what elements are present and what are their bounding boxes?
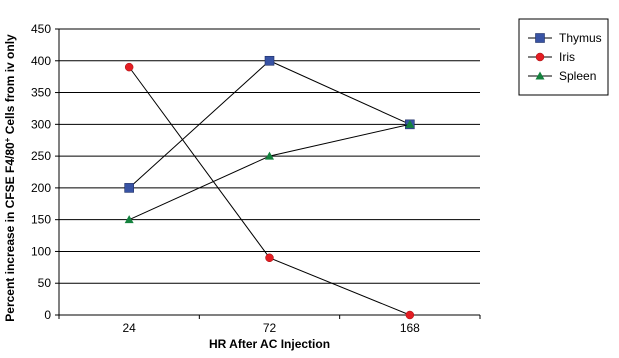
data-point-spleen xyxy=(405,119,415,128)
y-tick-label: 350 xyxy=(31,86,51,100)
legend: Thymus Iris Spleen xyxy=(518,18,609,96)
series-group xyxy=(124,55,415,320)
y-tick-label: 0 xyxy=(44,308,51,322)
y-tick-label: 200 xyxy=(31,181,51,195)
legend-marker-iris xyxy=(535,52,545,62)
data-point-iris xyxy=(405,310,415,320)
x-tick-label: 72 xyxy=(263,321,277,335)
y-tick-label: 150 xyxy=(31,213,51,227)
legend-marker-spleen xyxy=(535,71,545,80)
data-point-thymus xyxy=(124,183,134,193)
y-axis-label: Percent increase in CFSE F4/80+ Cells fr… xyxy=(3,34,18,322)
y-tick-label: 50 xyxy=(38,276,52,290)
legend-label-spleen: Spleen xyxy=(559,69,596,83)
y-axis-label-main: Percent increase in CFSE F4/80 xyxy=(3,142,17,322)
data-point-thymus xyxy=(264,55,275,66)
legend-marker-thymus xyxy=(535,33,545,43)
series-line-spleen xyxy=(128,123,410,221)
y-tick-label: 400 xyxy=(31,54,51,68)
data-point-spleen xyxy=(265,151,274,160)
y-axis-ticks: 0 50 100 150 200 250 300 350 400 450 xyxy=(31,22,59,322)
legend-label-thymus: Thymus xyxy=(559,31,602,45)
series-iris xyxy=(124,62,415,320)
y-tick-label: 100 xyxy=(31,244,51,258)
y-axis-label-rest: Cells from iv only xyxy=(3,34,17,138)
x-tick-label: 24 xyxy=(122,321,136,335)
x-axis-ticks: 24 72 168 xyxy=(58,315,481,335)
data-point-iris xyxy=(265,253,274,263)
series-line-iris xyxy=(128,66,411,316)
legend-label-iris: Iris xyxy=(559,50,575,64)
y-axis-label-superscript: + xyxy=(3,137,12,142)
y-tick-label: 300 xyxy=(31,117,51,131)
data-point-spleen xyxy=(124,215,134,224)
x-tick-label: 168 xyxy=(400,321,420,335)
x-axis-label: HR After AC Injection xyxy=(209,337,330,351)
series-spleen xyxy=(124,119,415,224)
y-tick-label: 250 xyxy=(31,149,51,163)
y-tick-label: 450 xyxy=(31,22,51,36)
data-point-iris xyxy=(124,62,134,72)
